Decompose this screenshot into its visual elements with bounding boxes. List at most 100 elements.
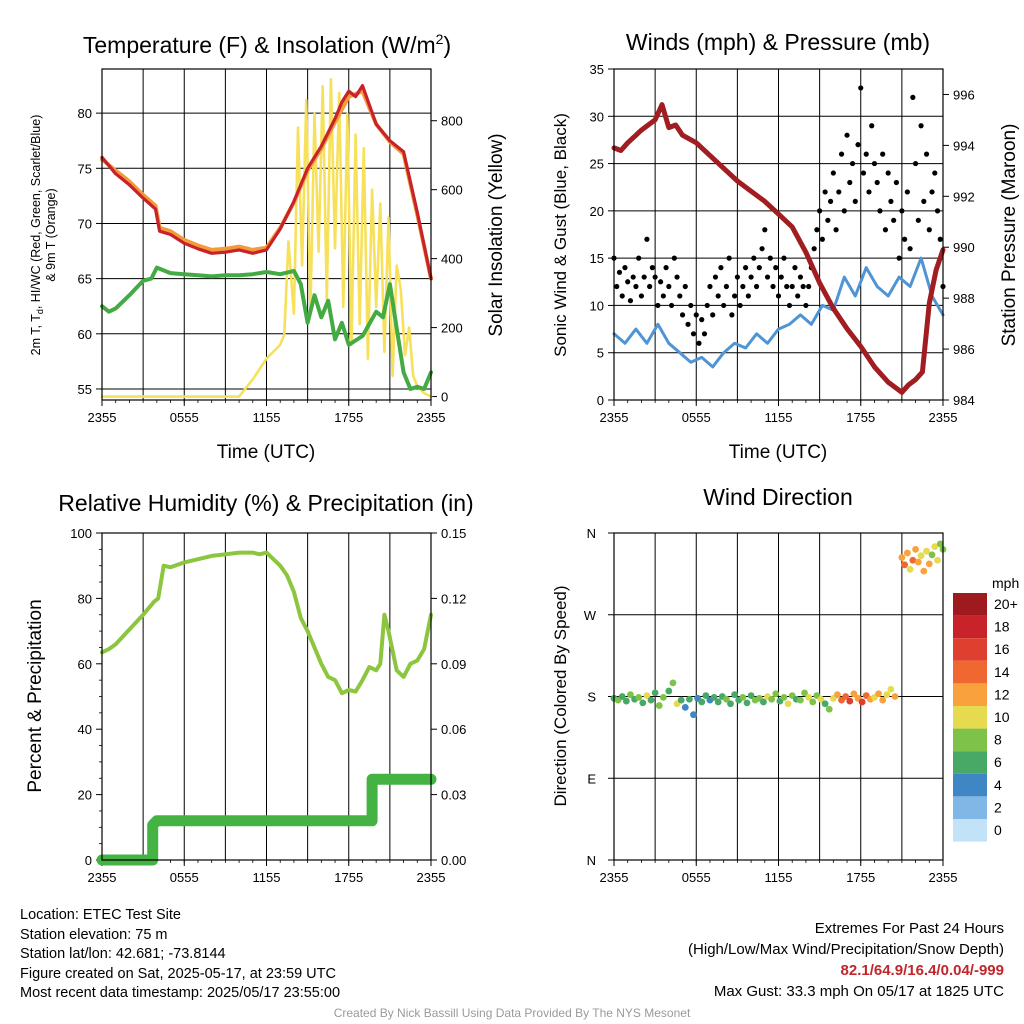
gust-point <box>860 170 867 176</box>
gust-point <box>817 208 823 214</box>
y-tick-label: 5 <box>597 346 604 361</box>
gust-point <box>934 208 941 214</box>
direction-point <box>685 695 693 703</box>
gust-point <box>652 274 658 280</box>
legend-swatch <box>953 683 987 706</box>
y2-tick-label: 400 <box>441 252 463 267</box>
gust-point <box>671 255 677 261</box>
dir-y-axis-label: Direction (Colored By Speed) <box>551 585 570 806</box>
gust-point <box>926 227 932 233</box>
legend-label: 0 <box>994 822 1002 838</box>
direction-point <box>655 702 663 709</box>
gust-point <box>715 293 721 299</box>
y2-tick-label: 992 <box>953 189 975 204</box>
station-info: Location: ETEC Test Site Station elevati… <box>20 906 340 1004</box>
direction-point <box>747 692 755 699</box>
y-tick-label: N <box>587 526 596 541</box>
x-tick-label: 2355 <box>88 410 117 425</box>
gust-point <box>627 298 634 304</box>
legend-label: 14 <box>994 664 1010 680</box>
direction-point <box>723 695 730 703</box>
legend-swatch <box>953 660 987 684</box>
legend-swatch <box>953 728 987 752</box>
direction-point <box>917 552 925 560</box>
gust-point <box>888 198 894 204</box>
x-tick-label: 2355 <box>600 870 629 885</box>
gust-point <box>893 179 899 186</box>
x-tick-label: 1755 <box>846 410 875 425</box>
gust-point <box>677 293 683 299</box>
x-tick-label: 1755 <box>334 410 363 425</box>
direction-point <box>931 543 939 551</box>
x-tick-label: 1755 <box>846 870 875 885</box>
gust-point <box>841 208 847 214</box>
gust-point <box>880 151 886 157</box>
gust-point <box>937 236 943 242</box>
direction-point <box>901 561 909 569</box>
direction-point <box>805 694 813 701</box>
extremes-subtitle: (High/Low/Max Wind/Precipitation/Snow De… <box>688 941 1004 958</box>
gust-point <box>693 312 699 318</box>
x-tick-label: 2355 <box>929 410 958 425</box>
legend-label: 20+ <box>994 596 1018 612</box>
gust-point <box>756 265 762 271</box>
gust-point <box>833 227 839 233</box>
direction-point <box>677 696 685 704</box>
x-tick-label: 1155 <box>765 410 793 425</box>
direction-point <box>727 700 734 708</box>
direction-point <box>928 551 936 559</box>
y2-tick-label: 0.12 <box>441 591 466 606</box>
legend-swatch <box>953 773 987 797</box>
temp-title-main: Temperature (F) & Insolation (W/m <box>83 32 436 58</box>
direction-point <box>731 691 739 699</box>
direction-point <box>914 558 922 566</box>
y2-tick-label: 986 <box>953 342 975 357</box>
legend-swatch <box>953 751 987 774</box>
gust-point <box>882 227 889 233</box>
plot-border <box>101 532 432 861</box>
gust-point <box>822 189 828 195</box>
y-tick-label: W <box>584 608 597 623</box>
y-tick-label: 20 <box>78 788 92 803</box>
y-tick-label: 65 <box>78 272 92 287</box>
gust-point <box>701 331 708 337</box>
winds-y2-axis-label: Station Pressure (Maroon) <box>999 124 1020 347</box>
gust-point <box>929 189 935 195</box>
gust-point <box>743 265 749 271</box>
y-tick-label: 70 <box>78 216 92 231</box>
direction-point <box>710 694 718 701</box>
legend-label: 6 <box>994 754 1002 770</box>
x-tick-label: 2355 <box>929 870 958 885</box>
dir-legend-title: mph <box>992 575 1019 591</box>
elevation-text: Station elevation: 75 m <box>20 926 168 943</box>
temp-y2-axis-label: Solar Insolation (Yellow) <box>486 133 507 336</box>
gust-point <box>827 198 834 204</box>
y-tick-label: 80 <box>78 591 92 606</box>
gust-point <box>891 217 897 223</box>
y-tick-label: 60 <box>78 657 92 672</box>
gust-point <box>932 170 938 176</box>
gust-point <box>838 151 845 157</box>
panel-2: 0 20 40 60 80 100 0.00 0.03 0.06 0.09 0.12 0.15 2355… <box>70 526 466 885</box>
direction-point <box>925 560 933 568</box>
y-tick-label: 0 <box>597 393 604 408</box>
gust-point <box>734 274 740 280</box>
gust-point <box>781 255 787 261</box>
direction-point <box>743 699 751 707</box>
extremes-title: Extremes For Past 24 Hours <box>814 920 1004 937</box>
gust-point <box>614 283 620 290</box>
legend-swatch <box>953 706 987 729</box>
legend-label: 18 <box>994 619 1010 635</box>
temp-title-end: ) <box>443 32 451 58</box>
direction-point <box>714 698 722 706</box>
gust-point <box>806 283 812 290</box>
gust-point <box>786 302 793 309</box>
created-text: Figure created on Sat, 2025-05-17, at 23… <box>20 965 336 982</box>
y2-tick-label: 994 <box>953 138 975 153</box>
gust-point <box>759 246 765 252</box>
x-tick-label: 2355 <box>417 870 446 885</box>
x-tick-label: 2355 <box>417 410 446 425</box>
gust-point <box>732 293 738 299</box>
legend-swatch <box>953 638 987 661</box>
